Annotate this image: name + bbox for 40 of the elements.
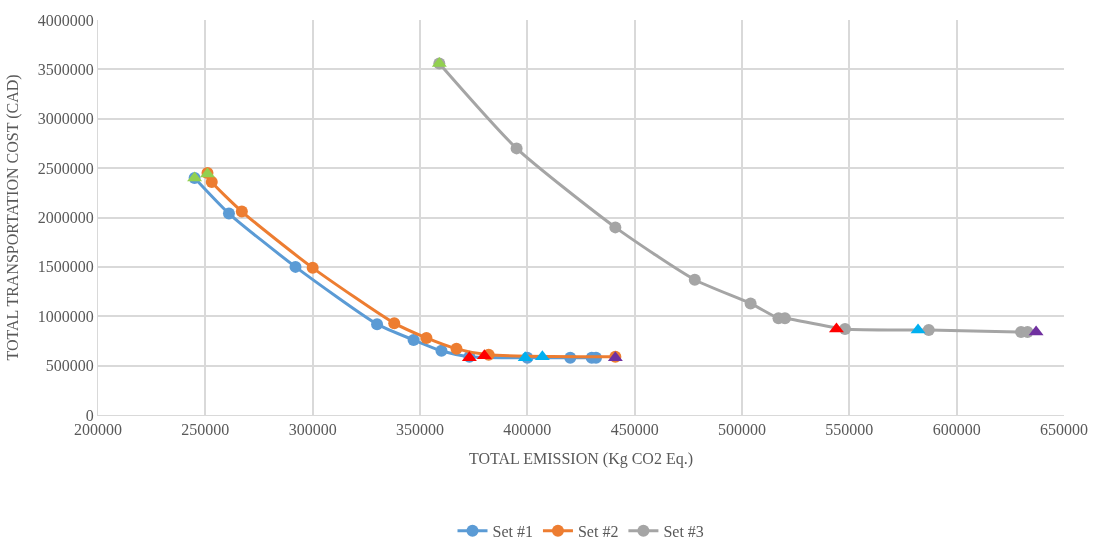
x-axis-title: TOTAL EMISSION (Kg CO2 Eq.) [468, 449, 694, 468]
x-tick-label: 450000 [610, 421, 659, 439]
point [205, 175, 218, 188]
x-tick-label: 600000 [932, 421, 981, 439]
y-tick-label: 1500000 [37, 258, 94, 276]
y-tick-label: 3000000 [37, 110, 94, 128]
point [388, 317, 401, 330]
point [744, 297, 757, 310]
point [420, 331, 433, 344]
point [450, 342, 463, 355]
point [922, 324, 935, 337]
x-tick-label: 300000 [288, 421, 337, 439]
y-tick-label: 1000000 [37, 307, 94, 325]
y-axis-title: TOTAL TRANSPORTATION COST (CAD) [3, 74, 22, 361]
point [235, 205, 248, 218]
y-tick-label: 3500000 [37, 60, 94, 78]
x-tick-label: 650000 [1040, 421, 1088, 439]
y-tick-label: 4000000 [37, 11, 94, 29]
legend-label: Set #2 [577, 522, 619, 540]
legend-label: Set #1 [492, 522, 533, 540]
point [510, 142, 523, 155]
point [222, 207, 235, 220]
x-tick-label: 500000 [718, 421, 766, 439]
y-tick-label: 2500000 [37, 159, 94, 177]
y-tick-label: 0 [85, 406, 94, 424]
point [306, 261, 319, 274]
x-tick-label: 550000 [825, 421, 874, 439]
point [609, 221, 622, 234]
y-tick-label: 500000 [45, 357, 94, 375]
y-tick-label: 2000000 [37, 209, 94, 227]
point [407, 333, 420, 346]
legend-label: Set #3 [663, 522, 704, 540]
x-tick-label: 250000 [181, 421, 230, 439]
x-tick-label: 400000 [503, 421, 552, 439]
point [688, 273, 701, 286]
x-tick-label: 350000 [396, 421, 444, 439]
x-tick-label: 200000 [74, 421, 122, 439]
point [371, 318, 384, 331]
point [435, 344, 448, 357]
point [289, 260, 302, 273]
